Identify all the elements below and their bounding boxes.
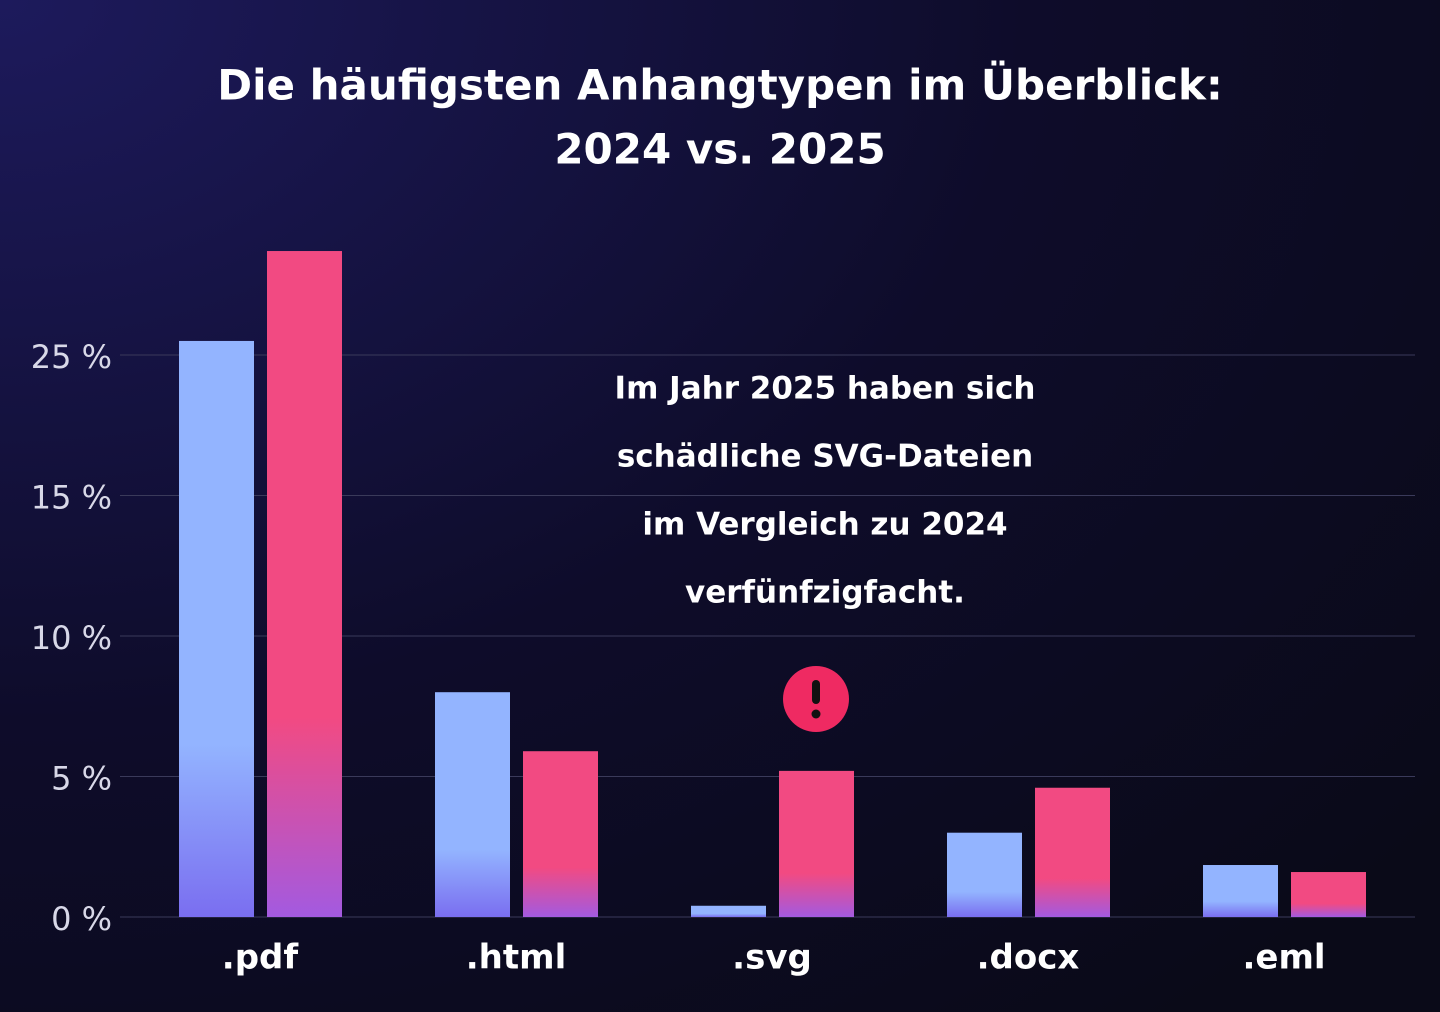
annotation: im Vergleich zu 2024: [642, 507, 1007, 543]
x-tick-label: .svg: [732, 938, 812, 978]
y-tick-label: 0 %: [51, 900, 112, 938]
bar: [1035, 787, 1110, 917]
alert-icon: [783, 666, 849, 732]
y-tick-label: 5 %: [51, 760, 112, 798]
annotation: verfünfzigfacht.: [685, 575, 965, 611]
bar: [691, 905, 766, 917]
y-tick-label: 25 %: [31, 338, 112, 376]
chart-title: Die häufigsten Anhangtypen im Überblick:: [217, 60, 1223, 110]
bar: [1291, 872, 1366, 917]
bar: [179, 340, 254, 917]
x-tick-label: .eml: [1242, 938, 1325, 978]
bar: [435, 692, 510, 917]
annotation: schädliche SVG-Dateien: [617, 439, 1033, 475]
bar: [267, 251, 342, 917]
chart-title: 2024 vs. 2025: [554, 125, 885, 174]
x-tick-label: .docx: [977, 938, 1080, 978]
x-tick-label: .pdf: [222, 938, 300, 978]
bar: [1203, 865, 1278, 917]
y-tick-label: 15 %: [31, 479, 112, 517]
bar: [947, 832, 1022, 917]
annotation: Im Jahr 2025 haben sich: [615, 371, 1036, 407]
bar: [779, 770, 854, 917]
y-tick-label: 10 %: [31, 619, 112, 657]
x-tick-label: .html: [466, 938, 566, 978]
bar: [523, 751, 598, 917]
